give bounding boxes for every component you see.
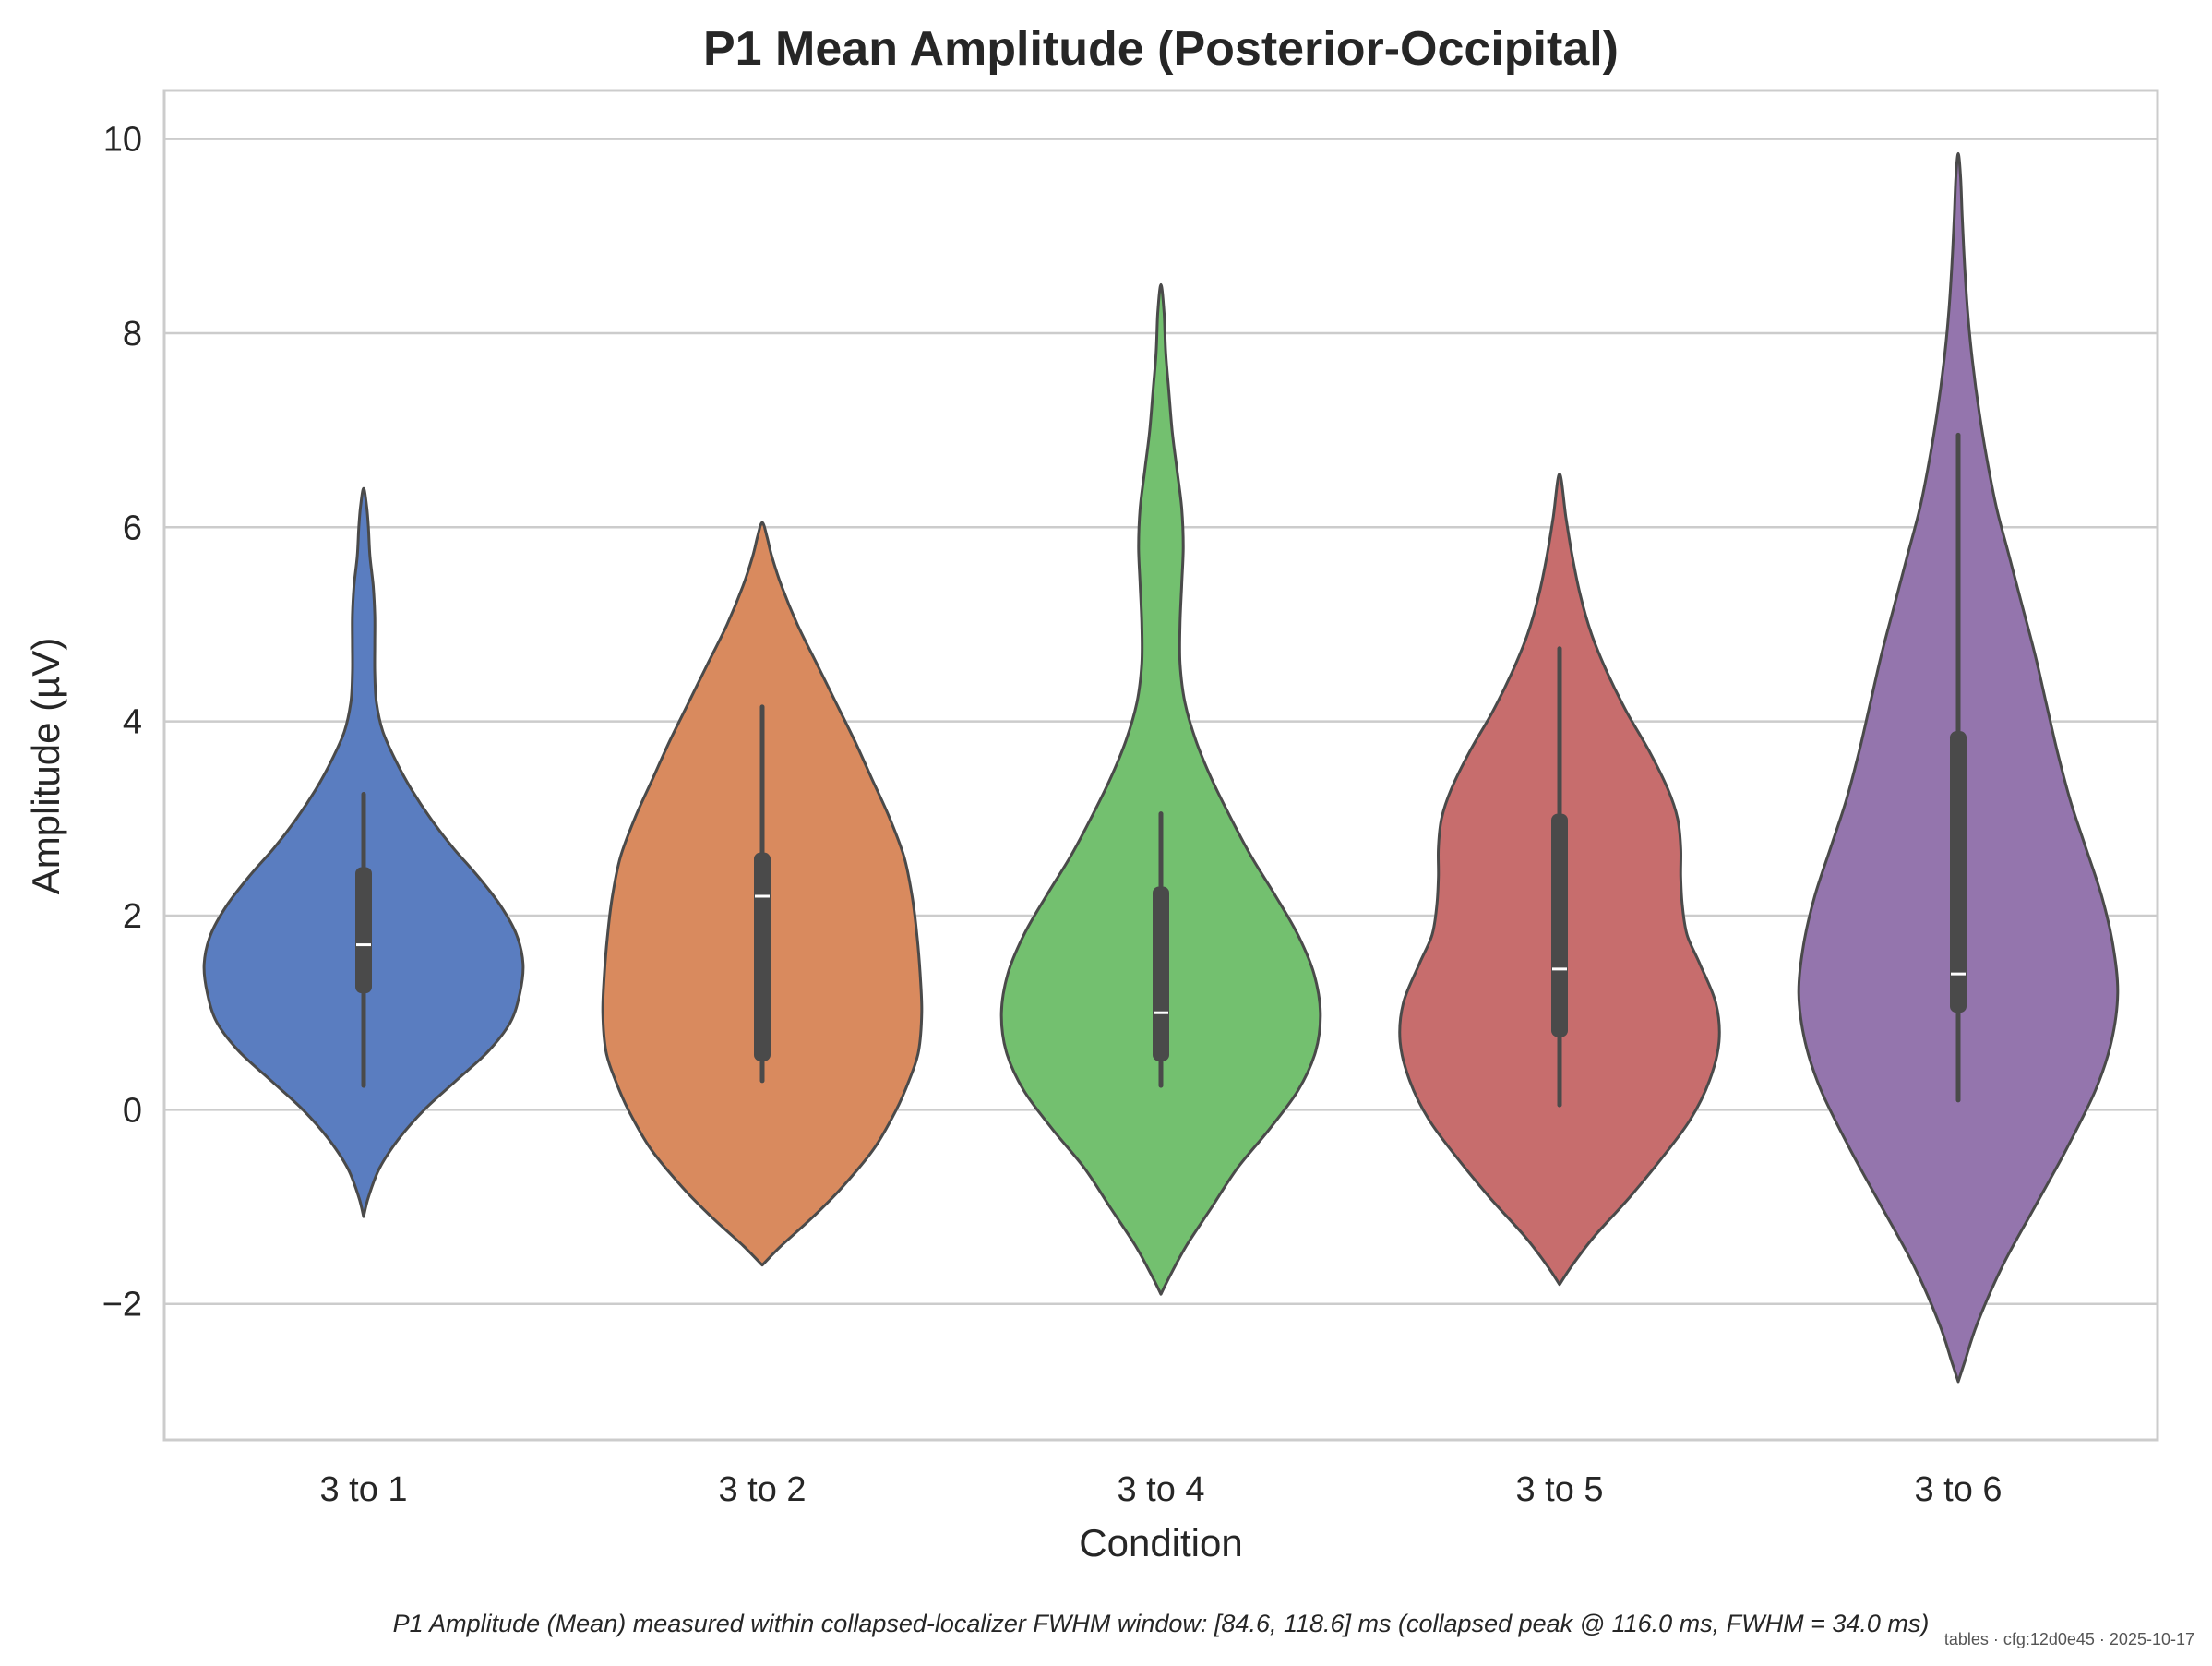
y-tick-label: 4: [123, 703, 142, 742]
violin-body: [999, 282, 1322, 1296]
y-tick-label: −2: [102, 1286, 142, 1324]
iqr-box: [754, 852, 771, 1061]
iqr-box: [1551, 813, 1568, 1037]
y-tick-labels: −2 0 2 4 6 8 10: [102, 121, 142, 1324]
violin-1: [202, 486, 525, 1218]
x-tick-label: 3 to 2: [718, 1470, 806, 1509]
plot-frame: [162, 89, 2159, 1442]
y-tick-label: 2: [123, 897, 142, 936]
iqr-box: [355, 867, 372, 994]
chart-title: P1 Mean Amplitude (Posterior-Occipital): [703, 22, 1619, 76]
y-tick-label: 10: [103, 121, 142, 160]
x-tick-label: 3 to 4: [1117, 1470, 1204, 1509]
violin-3: [999, 282, 1322, 1296]
figure-caption: P1 Amplitude (Mean) measured within coll…: [393, 1610, 1930, 1637]
x-tick-label: 3 to 5: [1515, 1470, 1603, 1509]
iqr-box: [1153, 886, 1169, 1061]
x-tick-label: 3 to 1: [319, 1470, 407, 1509]
y-tick-label: 0: [123, 1091, 142, 1130]
violins: [202, 151, 2120, 1384]
violin-4: [1398, 473, 1721, 1287]
x-tick-labels: 3 to 1 3 to 2 3 to 4 3 to 5 3 to 6: [319, 1470, 2002, 1509]
y-tick-label: 8: [123, 315, 142, 354]
x-tick-label: 3 to 6: [1914, 1470, 2002, 1509]
iqr-box: [1950, 731, 1967, 1013]
figure-stamp: tables · cfg:12d0e45 · 2025-10-17: [1944, 1630, 2194, 1648]
x-axis-label: Condition: [1079, 1521, 1242, 1564]
y-axis-label: Amplitude (µV): [24, 638, 67, 895]
violin-2: [601, 521, 924, 1267]
violin-5: [1797, 151, 2120, 1384]
y-tick-label: 6: [123, 509, 142, 547]
